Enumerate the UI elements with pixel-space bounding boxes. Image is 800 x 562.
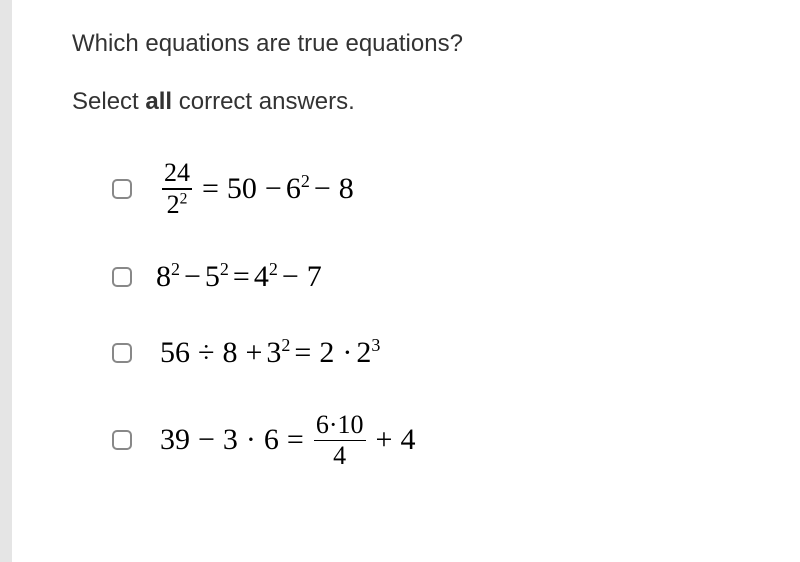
instruction-bold: all xyxy=(145,88,172,115)
frac1-den: 22 xyxy=(165,192,190,218)
fraction-4: 6·10 4 xyxy=(314,412,366,470)
opt3-l1: 56 xyxy=(156,336,194,370)
frac1-num: 24 xyxy=(162,160,192,186)
opt1-r1: 50 xyxy=(223,172,261,206)
opt4-l1: 39 xyxy=(156,423,194,457)
opt1-op1: − xyxy=(261,172,286,206)
opt2-lop: − xyxy=(180,260,205,294)
opt3-r1: 2 xyxy=(315,336,338,370)
checkbox-4[interactable] xyxy=(112,430,132,450)
option-1[interactable]: 24 22 = 50 − 62 − 8 xyxy=(112,160,800,218)
opt1-eq: = xyxy=(198,172,223,206)
opt3-lop2: + xyxy=(241,336,266,370)
option-2-math: 82 − 52 = 42 − 7 xyxy=(156,260,326,294)
opt4-lop2: · xyxy=(242,423,260,457)
left-sidebar xyxy=(0,0,12,562)
question-text: Which equations are true equations? xyxy=(72,30,800,58)
opt2-l1: 82 xyxy=(156,260,180,294)
opt3-rop: · xyxy=(338,336,356,370)
checkbox-2[interactable] xyxy=(112,267,132,287)
checkbox-1[interactable] xyxy=(112,179,132,199)
option-4[interactable]: 39 − 3 · 6 = 6·10 4 + 4 xyxy=(112,412,800,470)
option-3[interactable]: 56 ÷ 8 + 32 = 2 · 23 xyxy=(112,336,800,370)
opt4-l2: 3 xyxy=(219,423,242,457)
opt4-l3: 6 xyxy=(260,423,283,457)
opt3-lop1: ÷ xyxy=(194,336,218,370)
opt4-lop1: − xyxy=(194,423,219,457)
frac4-num: 6·10 xyxy=(314,412,366,438)
opt2-l2: 52 xyxy=(205,260,229,294)
opt4-r2: 4 xyxy=(396,423,419,457)
frac4-den: 4 xyxy=(331,443,348,469)
opt2-rop: − xyxy=(278,260,303,294)
opt4-rop: + xyxy=(372,423,397,457)
opt3-l3: 32 xyxy=(266,336,290,370)
option-4-math: 39 − 3 · 6 = 6·10 4 + 4 xyxy=(156,412,419,470)
instruction-pre: Select xyxy=(72,88,145,115)
opt1-r2: 62 xyxy=(286,172,310,206)
checkbox-3[interactable] xyxy=(112,343,132,363)
options-list: 24 22 = 50 − 62 − 8 82 − 52 = 42 − xyxy=(72,160,800,469)
opt2-r1: 42 xyxy=(254,260,278,294)
opt3-l2: 8 xyxy=(218,336,241,370)
opt2-r2: 7 xyxy=(303,260,326,294)
opt3-eq: = xyxy=(290,336,315,370)
opt2-eq: = xyxy=(229,260,254,294)
instruction-text: Select all correct answers. xyxy=(72,88,800,116)
option-3-math: 56 ÷ 8 + 32 = 2 · 23 xyxy=(156,336,380,370)
instruction-post: correct answers. xyxy=(172,88,355,115)
fraction-1: 24 22 xyxy=(162,160,192,218)
opt1-op2: − xyxy=(310,172,335,206)
option-1-math: 24 22 = 50 − 62 − 8 xyxy=(156,160,358,218)
opt1-r3: 8 xyxy=(335,172,358,206)
content-area: Which equations are true equations? Sele… xyxy=(0,0,800,469)
option-2[interactable]: 82 − 52 = 42 − 7 xyxy=(112,260,800,294)
opt3-r2: 23 xyxy=(356,336,380,370)
opt4-eq: = xyxy=(283,423,308,457)
